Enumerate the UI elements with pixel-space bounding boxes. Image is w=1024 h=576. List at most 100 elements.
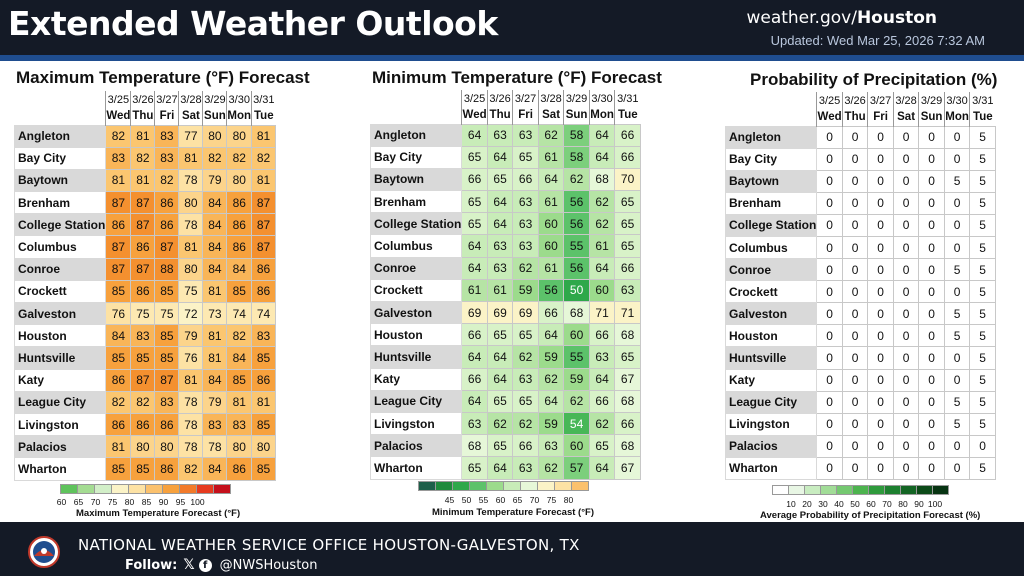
min-temp-value-cell: 64: [486, 145, 514, 169]
pop-city-label: Livingston: [724, 412, 818, 436]
max-temp-value-cell: 86: [130, 279, 156, 304]
pop-value-cell: 0: [918, 434, 945, 458]
max-temp-value-cell: 81: [251, 168, 277, 193]
social-handle[interactable]: @NWSHouston: [219, 557, 318, 573]
min-temp-value-cell: 65: [461, 212, 488, 236]
legend-swatch: [868, 485, 885, 495]
min-temp-value-cell: 62: [512, 411, 539, 436]
header-bar: Extended Weather Outlook weather.gov/Hou…: [0, 0, 1024, 55]
min-temp-value-cell: 64: [486, 367, 514, 391]
min-temp-city-label: Columbus: [369, 234, 463, 258]
pop-value-cell: 0: [943, 456, 971, 481]
max-temp-value-cell: 80: [130, 435, 156, 459]
pop-value-cell: 0: [816, 434, 843, 458]
min-temp-value-cell: 54: [563, 411, 590, 436]
pop-value-cell: 5: [969, 258, 996, 282]
pop-city-label: Galveston: [724, 302, 818, 326]
max-temp-date-header: 3/25: [105, 91, 131, 108]
max-temp-value-cell: 78: [178, 435, 204, 459]
min-temp-value-cell: 56: [563, 190, 590, 214]
table-row: Wharton 0 0 0 0 0 0 5: [724, 456, 996, 481]
min-temp-value-cell: 63: [512, 456, 539, 480]
pop-value-cell: 0: [943, 213, 971, 237]
table-row: Bay City 65 64 65 61 58 64 66: [369, 145, 641, 169]
legend-tick-label: 90: [914, 499, 924, 509]
max-temp-value-cell: 87: [154, 368, 180, 392]
facebook-icon[interactable]: f: [198, 558, 212, 572]
pop-value-cell: 0: [892, 302, 920, 326]
pop-value-cell: 5: [943, 169, 971, 193]
site-link[interactable]: weather.gov/Houston: [746, 8, 937, 28]
min-temp-value-cell: 56: [563, 212, 590, 236]
pop-value-cell: 0: [841, 147, 869, 171]
max-temp-value-cell: 87: [105, 257, 132, 281]
pop-day-header: Fri: [867, 109, 894, 126]
pop-value-cell: 0: [841, 324, 869, 348]
follow-label: Follow:: [125, 557, 178, 573]
max-temp-value-cell: 86: [251, 279, 277, 304]
min-temp-value-cell: 64: [588, 456, 616, 480]
legend-swatch: [486, 481, 504, 491]
pop-value-cell: 0: [892, 390, 920, 414]
min-temp-value-cell: 55: [563, 345, 590, 369]
x-icon[interactable]: 𝕏: [183, 557, 195, 573]
min-temp-value-cell: 62: [512, 256, 539, 280]
pop-value-cell: 0: [892, 280, 920, 304]
pop-value-cell: 0: [943, 235, 971, 260]
max-temp-value-cell: 85: [154, 279, 180, 304]
legend-swatch: [196, 484, 214, 494]
min-temp-value-cell: 59: [512, 278, 539, 303]
max-temp-value-cell: 84: [202, 191, 228, 215]
legend-swatch: [554, 481, 572, 491]
min-temp-value-cell: 60: [537, 234, 565, 258]
legend-tick-label: 65: [512, 495, 523, 505]
legend-swatch: [213, 484, 231, 494]
pop-value-cell: 0: [892, 346, 920, 370]
max-temp-value-cell: 83: [154, 124, 180, 148]
legend-swatch: [435, 481, 453, 491]
legend-swatch: [537, 481, 555, 491]
max-temp-value-cell: 82: [202, 146, 228, 170]
pop-value-cell: 0: [918, 280, 945, 304]
min-temp-date-header: 3/28: [537, 90, 564, 107]
max-temp-value-cell: 78: [178, 412, 204, 437]
min-temp-value-cell: 64: [537, 323, 565, 347]
nws-logo-icon: [28, 536, 60, 568]
pop-legend-ticks: 10 20 30 40 50 60 70 80 90 100: [783, 499, 943, 509]
max-temp-value-cell: 84: [105, 324, 132, 348]
max-temp-city-label: Columbus: [13, 235, 107, 259]
max-temp-date-header: 3/27: [154, 91, 179, 108]
pop-value-cell: 0: [867, 456, 894, 481]
legend-tick-label: 40: [834, 499, 844, 509]
min-temp-value-cell: 64: [588, 256, 616, 280]
min-temp-day-header: Sat: [537, 107, 564, 124]
min-temp-value-cell: 63: [512, 190, 539, 214]
min-temp-day-header: Fri: [512, 107, 539, 124]
pop-value-cell: 0: [867, 346, 894, 370]
pop-value-cell: 0: [867, 280, 894, 304]
min-temp-value-cell: 65: [486, 434, 514, 458]
pop-value-cell: 0: [816, 324, 843, 348]
legend-tick-label: 20: [802, 499, 812, 509]
pop-value-cell: 0: [918, 302, 945, 326]
min-temp-value-cell: 65: [461, 190, 488, 214]
min-temp-city-label: Angleton: [369, 123, 463, 147]
pop-value-cell: 5: [969, 169, 996, 193]
pop-value-cell: 0: [867, 302, 894, 326]
min-temp-legend-title: Minimum Temperature Forecast (°F): [432, 507, 594, 518]
min-temp-city-label: Katy: [369, 367, 463, 391]
min-temp-value-cell: 64: [486, 456, 514, 480]
table-row: Huntsville 64 64 62 59 55 63 65: [369, 345, 641, 369]
pop-title: Probability of Precipitation (%): [750, 70, 998, 89]
max-temp-city-label: Crockett: [13, 279, 107, 304]
pop-value-cell: 0: [918, 147, 945, 171]
min-temp-value-cell: 66: [614, 123, 641, 147]
pop-value-cell: 0: [943, 280, 971, 304]
min-temp-value-cell: 66: [461, 167, 488, 192]
max-temp-city-label: Houston: [13, 324, 107, 348]
table-row: Baytown 0 0 0 0 0 5 5: [724, 169, 996, 193]
max-temp-value-cell: 86: [154, 457, 180, 481]
min-temp-value-cell: 64: [486, 212, 514, 236]
min-temp-date-header: 3/25: [461, 90, 488, 107]
pop-value-cell: 0: [867, 368, 894, 392]
